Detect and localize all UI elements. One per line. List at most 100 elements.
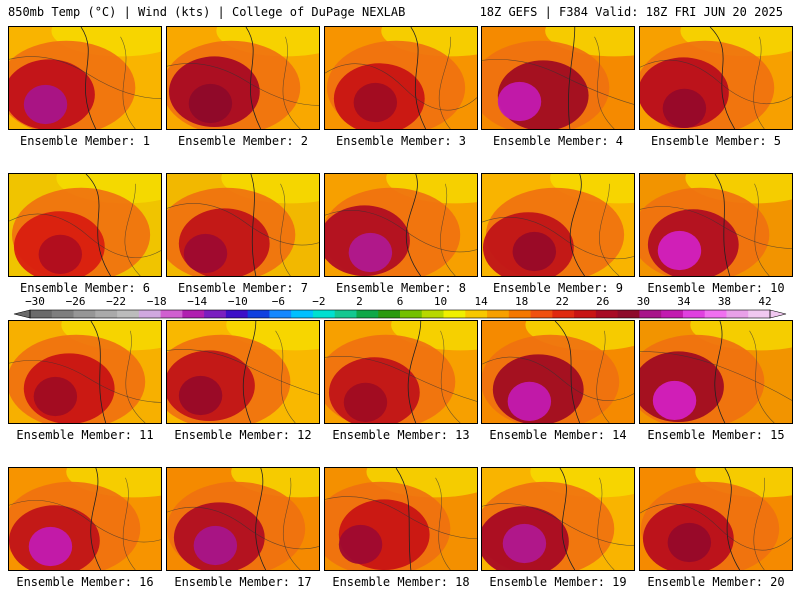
border-line	[250, 174, 257, 276]
height-contour	[122, 477, 136, 570]
height-contour	[640, 503, 792, 551]
member-map-panel	[324, 320, 478, 424]
core-region	[38, 234, 83, 275]
member-label: Ensemble Member: 18	[332, 575, 470, 589]
header-run-info: 18Z GEFS | F384 Valid: 18Z FRI JUN 20 20…	[479, 5, 783, 19]
colorbar-swatch	[552, 310, 575, 318]
colorbar-tick-label: 22	[555, 295, 569, 308]
height-contour	[325, 210, 477, 253]
member-map-panel	[8, 320, 162, 424]
height-contour	[482, 59, 634, 105]
border-line	[714, 321, 726, 423]
colorbar-swatch	[726, 310, 749, 318]
colorbar-right-arrow	[769, 309, 787, 319]
height-contour	[440, 183, 456, 276]
colorbar-tick-label: 26	[596, 295, 610, 308]
member-label: Ensemble Member: 12	[174, 428, 312, 442]
colorbar-swatch	[508, 310, 532, 318]
colorbar-swatch	[639, 310, 662, 318]
member-label: Ensemble Member: 13	[332, 428, 470, 442]
colorbar-swatch	[225, 310, 249, 318]
colorbar-swatch	[421, 310, 445, 318]
height-contour	[640, 206, 792, 249]
colorbar-tick-label: −14	[187, 295, 208, 308]
colorbar-swatch	[204, 310, 227, 318]
temperature-field	[640, 321, 792, 423]
member-label: Ensemble Member: 9	[492, 281, 624, 295]
colorbar-outline	[29, 309, 771, 319]
member-map-panel	[639, 26, 793, 130]
member-label: Ensemble Member: 16	[16, 575, 154, 589]
member-label: Ensemble Member: 17	[174, 575, 312, 589]
core-region	[662, 88, 707, 129]
border-line	[85, 174, 111, 276]
colorbar-swatch	[247, 310, 270, 318]
colorbar-tick-label: −6	[271, 295, 285, 308]
height-contour	[640, 59, 792, 104]
temperature-field	[9, 321, 161, 423]
colorbar-tick-label: 18	[515, 295, 529, 308]
member-map-panel	[166, 320, 320, 424]
border-line	[709, 27, 736, 129]
height-contour	[440, 330, 461, 423]
height-contour	[597, 477, 615, 570]
border-line	[405, 174, 422, 276]
height-contour	[167, 203, 319, 246]
temperature-field	[482, 321, 634, 423]
colorbar-swatch	[378, 310, 401, 318]
colorbar-swatch	[51, 310, 75, 318]
temperature-field	[640, 174, 792, 276]
height-contour	[596, 330, 610, 423]
colorbar-tick-label: 38	[717, 295, 732, 308]
colorbar-swatch	[682, 310, 706, 318]
height-contour	[9, 56, 161, 99]
height-contour	[754, 183, 770, 276]
core-region	[512, 231, 557, 272]
height-contour	[9, 360, 161, 403]
height-contour	[325, 356, 477, 402]
member-map-panel	[324, 467, 478, 571]
core-region	[502, 523, 547, 564]
colorbar-tick-label: −26	[65, 295, 86, 308]
temperature-field	[167, 321, 319, 423]
colorbar-swatch	[617, 310, 640, 318]
temperature-field	[482, 27, 634, 129]
colorbar-swatch	[95, 310, 118, 318]
height-contour	[749, 330, 775, 423]
colorbar-swatch	[595, 310, 619, 318]
temperature-field	[9, 468, 161, 570]
colorbar-swatch	[291, 310, 314, 318]
member-label: Ensemble Member: 8	[335, 281, 467, 295]
temperature-field	[482, 174, 634, 276]
member-map-panel	[481, 173, 635, 277]
temperature-field	[640, 468, 792, 570]
height-contour	[753, 36, 765, 129]
member-label: Ensemble Member: 1	[19, 134, 151, 148]
temperature-field	[482, 468, 634, 570]
colorbar-tick-label: 6	[396, 295, 404, 308]
height-contour	[279, 183, 291, 276]
border-line	[245, 27, 262, 129]
core-region	[657, 230, 702, 271]
height-contour	[282, 477, 301, 570]
core-region	[497, 81, 542, 122]
height-contour	[435, 477, 451, 570]
temperature-field	[167, 174, 319, 276]
colorbar	[13, 309, 787, 319]
colorbar-swatch	[748, 310, 771, 318]
height-contour	[120, 36, 136, 129]
colorbar-tick-label: 42	[758, 295, 772, 308]
height-contour	[325, 63, 477, 111]
member-label: Ensemble Member: 20	[647, 575, 785, 589]
height-contour	[9, 213, 161, 258]
member-map-panel	[166, 467, 320, 571]
member-label: Ensemble Member: 11	[16, 428, 154, 442]
colorbar-swatch	[160, 310, 183, 318]
member-map-panel	[8, 467, 162, 571]
border-line	[255, 468, 267, 570]
temperature-field	[167, 27, 319, 129]
border-line	[568, 27, 576, 129]
height-contour	[282, 36, 301, 129]
member-label: Ensemble Member: 14	[489, 428, 627, 442]
height-contour	[482, 216, 634, 260]
